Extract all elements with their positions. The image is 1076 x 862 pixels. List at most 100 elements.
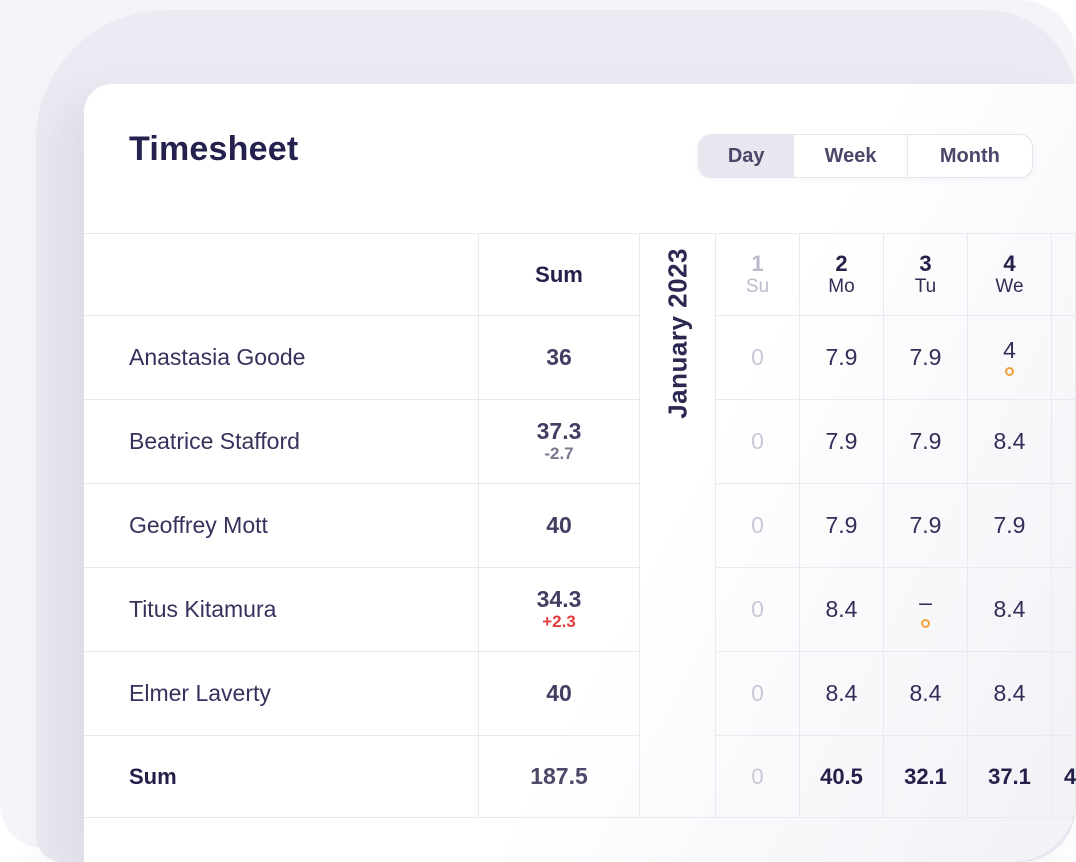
- day-cell[interactable]: 0: [716, 484, 800, 568]
- day-cell[interactable]: 7.9: [884, 484, 968, 568]
- day-number: 3: [919, 250, 932, 276]
- day-header[interactable]: 1 Su: [716, 234, 800, 316]
- sum-column-header: Sum: [478, 234, 640, 316]
- footer-day-sum-value: 40.5: [820, 763, 863, 789]
- day-cell[interactable]: 8.4: [800, 568, 884, 652]
- day-cell-value: 8.4: [825, 680, 858, 706]
- day-cell[interactable]: 7.9: [800, 316, 884, 400]
- employee-name: Elmer Laverty: [84, 652, 478, 736]
- day-cell-value: 8.4: [993, 680, 1026, 706]
- day-header[interactable]: 3 Tu: [884, 234, 968, 316]
- day-cell-value: 8.4: [993, 428, 1026, 454]
- row-sum-value: 34.3: [536, 585, 582, 612]
- row-sum-value: 40: [546, 679, 572, 706]
- row-sum: 37.3 -2.7: [478, 400, 640, 484]
- page-title: Timesheet: [129, 130, 299, 168]
- day-header[interactable]: [1052, 234, 1076, 316]
- day-cell[interactable]: 0: [716, 400, 800, 484]
- row-sum-value: 37.3: [536, 417, 582, 444]
- row-sum: 40: [478, 652, 640, 736]
- day-cell-value: 0: [751, 596, 764, 622]
- day-of-week: Su: [745, 276, 770, 298]
- footer-day-sum-value: 37.1: [988, 763, 1031, 789]
- employee-name: Titus Kitamura: [84, 568, 478, 652]
- day-header[interactable]: 4 We: [968, 234, 1052, 316]
- flagged-entry-ring-icon: [1005, 367, 1014, 376]
- row-sum: 40: [478, 484, 640, 568]
- day-cell-value: 7.9: [993, 512, 1026, 538]
- tab-month[interactable]: Month: [906, 135, 1032, 177]
- footer-day-sum: 4: [1052, 736, 1076, 818]
- day-cell-value: 7.9: [909, 428, 942, 454]
- day-cell[interactable]: [1052, 568, 1076, 652]
- header-spacer: [84, 234, 478, 316]
- footer-total: 187.5: [478, 736, 640, 818]
- month-label: January 2023: [662, 248, 692, 419]
- timesheet-grid: Sum January 2023 1 Su 2 Mo 3 Tu 4 We Anastasia Goo…: [84, 233, 1076, 818]
- day-cell[interactable]: 8.4: [884, 652, 968, 736]
- day-cell-value: 8.4: [909, 680, 942, 706]
- day-cell[interactable]: [1052, 652, 1076, 736]
- employee-name: Anastasia Goode: [84, 316, 478, 400]
- day-cell[interactable]: 8.4: [968, 652, 1052, 736]
- day-cell-value: 8.4: [993, 596, 1026, 622]
- footer-day-sum: 0: [716, 736, 800, 818]
- footer-day-sum-value: 32.1: [904, 763, 947, 789]
- day-cell[interactable]: [1052, 316, 1076, 400]
- day-cell[interactable]: 7.9: [800, 484, 884, 568]
- day-cell[interactable]: 7.9: [800, 400, 884, 484]
- day-cell[interactable]: 0: [716, 568, 800, 652]
- day-cell[interactable]: [1052, 484, 1076, 568]
- footer-day-sum-value: 0: [751, 763, 764, 789]
- row-sum-diff: +2.3: [542, 611, 576, 631]
- view-toggle: Day Week Month: [698, 134, 1033, 178]
- day-cell[interactable]: [1052, 400, 1076, 484]
- day-cell[interactable]: 8.4: [800, 652, 884, 736]
- day-header[interactable]: 2 Mo: [800, 234, 884, 316]
- day-cell-value: 0: [751, 680, 764, 706]
- timesheet-card: Timesheet Day Week Month Sum January 2023…: [84, 84, 1076, 862]
- day-cell-value: 8.4: [825, 596, 858, 622]
- footer-label: Sum: [84, 736, 478, 818]
- tab-week[interactable]: Week: [793, 135, 906, 177]
- day-of-week: Tu: [914, 276, 937, 298]
- day-cell[interactable]: 7.9: [968, 484, 1052, 568]
- day-number: 4: [1003, 250, 1016, 276]
- footer-day-sum: 37.1: [968, 736, 1052, 818]
- day-cell-value: 7.9: [825, 344, 858, 370]
- day-cell-value: 7.9: [909, 512, 942, 538]
- row-sum-value: 36: [546, 343, 572, 370]
- day-of-week: We: [995, 276, 1024, 298]
- month-column: January 2023: [640, 234, 716, 818]
- day-cell-value: 7.9: [909, 344, 942, 370]
- day-cell-value: 0: [751, 428, 764, 454]
- day-cell[interactable]: –: [884, 568, 968, 652]
- employee-name: Beatrice Stafford: [84, 400, 478, 484]
- day-cell[interactable]: 0: [716, 652, 800, 736]
- row-sum: 36: [478, 316, 640, 400]
- day-cell[interactable]: 8.4: [968, 400, 1052, 484]
- day-number: 1: [751, 250, 764, 276]
- footer-total-value: 187.5: [530, 762, 588, 789]
- day-cell-value: 0: [751, 344, 764, 370]
- day-cell[interactable]: 0: [716, 316, 800, 400]
- flagged-entry-ring-icon: [921, 619, 930, 628]
- day-cell[interactable]: 8.4: [968, 568, 1052, 652]
- day-cell-value: 4: [1003, 337, 1016, 363]
- day-of-week: Mo: [828, 276, 855, 298]
- day-cell[interactable]: 4: [968, 316, 1052, 400]
- day-cell[interactable]: 7.9: [884, 400, 968, 484]
- day-cell-value: 0: [751, 512, 764, 538]
- row-sum: 34.3 +2.3: [478, 568, 640, 652]
- day-cell-value: 7.9: [825, 512, 858, 538]
- footer-day-sum: 32.1: [884, 736, 968, 818]
- row-sum-value: 40: [546, 511, 572, 538]
- day-cell[interactable]: 7.9: [884, 316, 968, 400]
- day-number: 2: [835, 250, 848, 276]
- footer-day-sum: 40.5: [800, 736, 884, 818]
- employee-name: Geoffrey Mott: [84, 484, 478, 568]
- row-sum-diff: -2.7: [544, 443, 574, 463]
- footer-day-sum-value: 4: [1064, 763, 1076, 789]
- tab-day[interactable]: Day: [699, 135, 794, 177]
